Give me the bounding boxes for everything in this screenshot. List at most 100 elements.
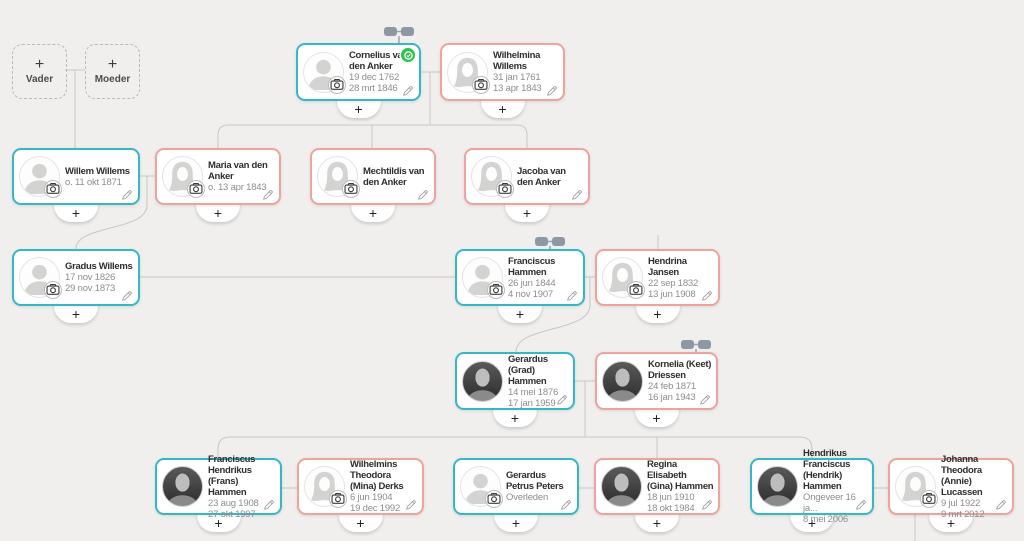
relationship-icon[interactable]: [384, 27, 414, 43]
person-card[interactable]: + Kornelia (Keet) Driessen 24 feb 1871 1…: [595, 352, 718, 427]
person-card[interactable]: + Willem Willems o. 11 okt 1871: [12, 148, 140, 222]
edit-icon[interactable]: [121, 289, 133, 301]
birth-date: 18 jun 1910: [647, 492, 695, 503]
green-status-icon: [401, 48, 415, 62]
plus-icon: +: [498, 101, 507, 117]
person-name: Gradus Willems: [65, 261, 133, 272]
person-card[interactable]: + Johanna Theodora (Annie) Lucassen 9 ju…: [888, 454, 1014, 532]
person-card[interactable]: + Hendrina Jansen 22 sep 1832 13 jun 190…: [595, 249, 720, 323]
camera-icon[interactable]: [342, 180, 360, 198]
camera-icon[interactable]: [627, 281, 645, 299]
avatar-photo: [757, 466, 798, 507]
camera-icon[interactable]: [496, 180, 514, 198]
add-father-slot[interactable]: + Vader: [12, 44, 67, 99]
edit-icon[interactable]: [699, 393, 711, 405]
death-date: 27 okt 1997: [208, 508, 256, 520]
person-card[interactable]: + Gradus Willems 17 nov 1826 29 nov 1873: [12, 249, 140, 323]
person-card[interactable]: + Mechtildis van den Anker: [310, 148, 436, 222]
plus-icon: +: [652, 515, 662, 531]
person-card[interactable]: + Hendrikus Franciscus (Hendrik) Hammen …: [750, 448, 874, 532]
edit-icon[interactable]: [262, 188, 274, 200]
add-mother-slot[interactable]: + Moeder: [85, 44, 140, 99]
camera-icon[interactable]: [920, 490, 938, 508]
person-card[interactable]: + Cornelius van den Anker 19 dec 1762 28…: [296, 43, 421, 118]
plus-icon: +: [807, 515, 817, 531]
status-deceased: Overleden: [506, 492, 549, 503]
avatar-photo: [601, 466, 642, 507]
slot-label: Vader: [25, 74, 54, 85]
plus-icon: +: [515, 306, 525, 322]
avatar-placeholder-male: [19, 257, 62, 299]
death-date: 16 jan 1943: [648, 392, 696, 403]
edit-icon[interactable]: [701, 498, 713, 510]
camera-icon[interactable]: [328, 75, 346, 94]
person-name: Hendrikus Franciscus (Hendrik) Hammen: [803, 448, 851, 492]
person-card[interactable]: + Gerardus Petrus Peters Overleden: [453, 458, 579, 532]
avatar-placeholder-male: [460, 466, 503, 508]
avatar-placeholder-female: [895, 466, 938, 508]
camera-icon[interactable]: [44, 281, 62, 299]
edit-icon[interactable]: [560, 498, 572, 510]
person-card[interactable]: + Maria van den Anker o. 13 apr 1843: [155, 148, 281, 222]
plus-icon: +: [71, 306, 81, 322]
birth-date: 9 jul 1922: [941, 497, 981, 509]
plus-icon: +: [368, 205, 378, 221]
edit-icon[interactable]: [556, 393, 568, 405]
edit-icon[interactable]: [263, 498, 275, 510]
death-date: 17 jan 1959: [508, 397, 556, 409]
edit-icon[interactable]: [402, 84, 414, 96]
person-name: Franciscus Hammen: [508, 255, 556, 278]
camera-icon[interactable]: [487, 281, 505, 299]
edit-icon[interactable]: [417, 188, 429, 200]
person-name: Willem Willems: [65, 165, 130, 177]
birth-date: 22 sep 1832: [648, 277, 699, 289]
person-card[interactable]: + Gerardus (Grad) Hammen 14 mei 1876 17 …: [455, 352, 575, 427]
plus-icon: +: [34, 56, 45, 73]
camera-icon[interactable]: [485, 490, 503, 508]
person-name: Maria van den Anker: [208, 160, 268, 182]
edit-icon[interactable]: [566, 289, 578, 301]
person-name: Jacoba van den Anker: [517, 165, 566, 188]
person-card[interactable]: + Jacoba van den Anker: [464, 148, 590, 222]
plus-icon: +: [522, 205, 532, 221]
avatar-photo: [462, 360, 503, 402]
avatar-placeholder-female: [447, 51, 490, 94]
person-card[interactable]: + Franciscus Hendrikus (Frans) Hammen 23…: [155, 454, 282, 532]
birth-date: 23 aug 1908: [208, 497, 259, 509]
edit-icon[interactable]: [995, 498, 1007, 510]
avatar-placeholder-female: [162, 156, 205, 198]
edit-icon[interactable]: [405, 498, 417, 510]
edit-icon[interactable]: [546, 84, 558, 96]
person-card[interactable]: + Franciscus Hammen 26 jun 1844 4 nov 19…: [455, 249, 585, 323]
birth-date: 31 jan 1761: [493, 72, 541, 83]
death-date: 8 mei 2006: [803, 514, 849, 525]
person-card[interactable]: + Regina Elisabeth (Gina) Hammen 18 jun …: [594, 458, 720, 532]
birth-date: 17 nov 1826: [65, 272, 116, 283]
relationship-icon[interactable]: [681, 340, 711, 352]
birth-date: 26 jun 1844: [508, 277, 556, 289]
plus-icon: +: [510, 410, 520, 426]
person-name: Wilhelmina Willems: [493, 50, 541, 72]
avatar-photo: [162, 466, 203, 507]
plus-icon: +: [214, 515, 223, 531]
edit-icon[interactable]: [121, 188, 133, 200]
person-card[interactable]: + Wilhelmins Theodora (Mina) Derks 6 jun…: [297, 458, 424, 532]
person-name: Franciscus Hendrikus (Frans) Hammen: [208, 453, 256, 498]
birth-date: o. 11 okt 1871: [65, 176, 122, 188]
death-date: 4 nov 1907: [508, 288, 554, 300]
edit-icon[interactable]: [571, 188, 583, 200]
camera-icon[interactable]: [187, 180, 205, 198]
camera-icon[interactable]: [44, 180, 62, 198]
camera-icon[interactable]: [472, 75, 490, 94]
person-card[interactable]: + Wilhelmina Willems 31 jan 1761 13 apr …: [440, 43, 565, 118]
person-name: Wilhelmins Theodora (Mina) Derks: [350, 459, 404, 492]
avatar-placeholder-female: [471, 156, 514, 198]
camera-icon[interactable]: [329, 490, 347, 508]
plus-icon: +: [107, 56, 118, 73]
relationship-icon[interactable]: [535, 237, 565, 249]
edit-icon[interactable]: [701, 289, 713, 301]
person-name: Johanna Theodora (Annie) Lucassen: [941, 453, 983, 498]
edit-icon[interactable]: [855, 498, 867, 510]
